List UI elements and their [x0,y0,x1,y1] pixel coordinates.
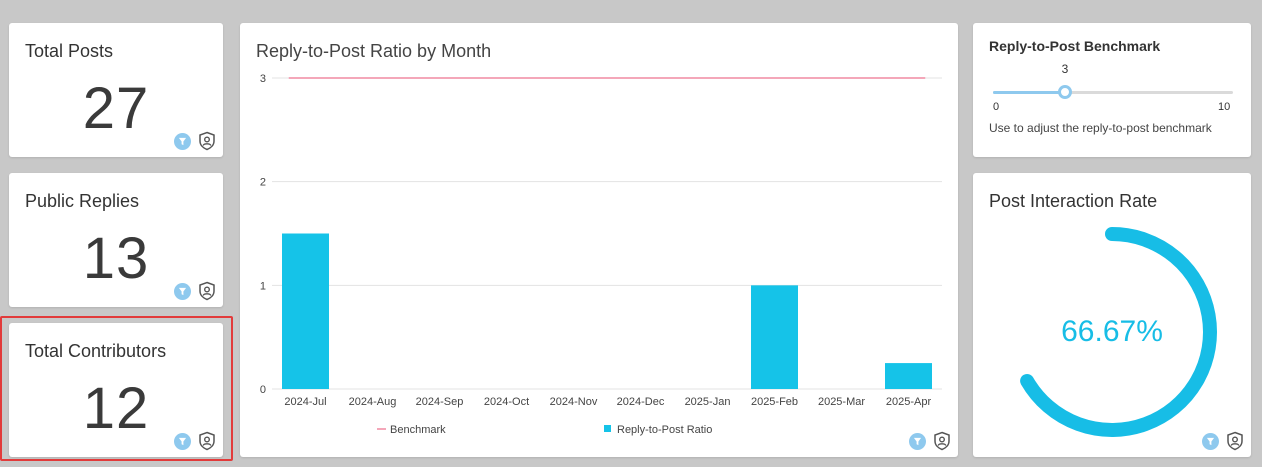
shield-icon[interactable] [197,131,217,151]
card-actions [174,131,217,151]
gauge-value: 66.67% [1061,315,1163,348]
card-actions [174,431,217,451]
legend-label-ratio: Reply-to-Post Ratio [617,424,712,436]
shield-icon[interactable] [197,281,217,301]
y-tick-label: 2 [260,177,266,189]
card-actions [909,431,952,451]
x-tick-label: 2024-Sep [416,396,464,408]
shield-icon[interactable] [1225,431,1245,451]
x-tick-label: 2024-Nov [550,396,598,408]
kpi-card-public-replies: Public Replies 13 [9,173,223,307]
gauge-arc [1020,227,1217,437]
filter-icon[interactable] [174,282,191,300]
slider-fill [993,91,1065,94]
bar [282,233,329,389]
bar [885,363,932,389]
shield-icon[interactable] [197,431,217,451]
x-tick-label: 2025-Apr [886,396,932,408]
slider-title: Reply-to-Post Benchmark [989,38,1161,54]
y-tick-label: 1 [260,280,266,292]
kpi-card-total-contributors: Total Contributors 12 [9,323,223,457]
x-tick-label: 2025-Feb [751,396,798,408]
slider-min-label: 0 [993,101,1000,113]
kpi-title: Public Replies [25,191,140,211]
kpi-value: 12 [82,376,150,441]
slider-max-label: 10 [1218,101,1231,113]
chart-title: Reply-to-Post Ratio by Month [256,41,492,61]
slider-value-label: 3 [1061,62,1069,76]
kpi-card-total-posts: Total Posts 27 [9,23,223,157]
bar-chart: 0 1 2 3 2024-Jul 2024-Aug 2024-Sep 2024-Oct 2024… [260,73,942,436]
legend-swatch-ratio [604,425,611,432]
x-tick-label: 2025-Mar [818,396,865,408]
x-tick-label: 2024-Jul [284,396,326,408]
bar [751,285,798,389]
shield-icon[interactable] [932,431,952,451]
benchmark-slider-card: Reply-to-Post Benchmark 3 0 10 Use to ad… [973,23,1251,157]
donut-gauge [1020,227,1217,437]
chart-card: Reply-to-Post Ratio by Month 0 1 2 3 2024-Ju… [240,23,958,457]
kpi-title: Total Contributors [25,341,167,361]
x-tick-label: 2025-Jan [685,396,731,408]
kpi-value: 27 [82,76,150,141]
filter-icon[interactable] [1202,432,1219,450]
kpi-value: 13 [82,226,150,291]
x-tick-label: 2024-Aug [349,396,397,408]
legend-label-benchmark: Benchmark [390,424,446,436]
gauge-card: Post Interaction Rate 66.67% [973,173,1251,457]
card-actions [1202,431,1245,451]
filter-icon[interactable] [174,432,191,450]
card-actions [174,281,217,301]
slider-help-text: Use to adjust the reply-to-post benchmar… [989,121,1212,135]
x-tick-label: 2024-Oct [484,396,529,408]
x-tick-label: 2024-Dec [617,396,665,408]
kpi-title: Total Posts [25,41,114,61]
y-tick-label: 0 [260,384,266,396]
filter-icon[interactable] [174,132,191,150]
filter-icon[interactable] [909,432,926,450]
slider-handle[interactable] [1058,85,1072,99]
y-tick-label: 3 [260,73,266,85]
slider-track[interactable] [993,91,1233,94]
gauge-title: Post Interaction Rate [989,191,1158,211]
